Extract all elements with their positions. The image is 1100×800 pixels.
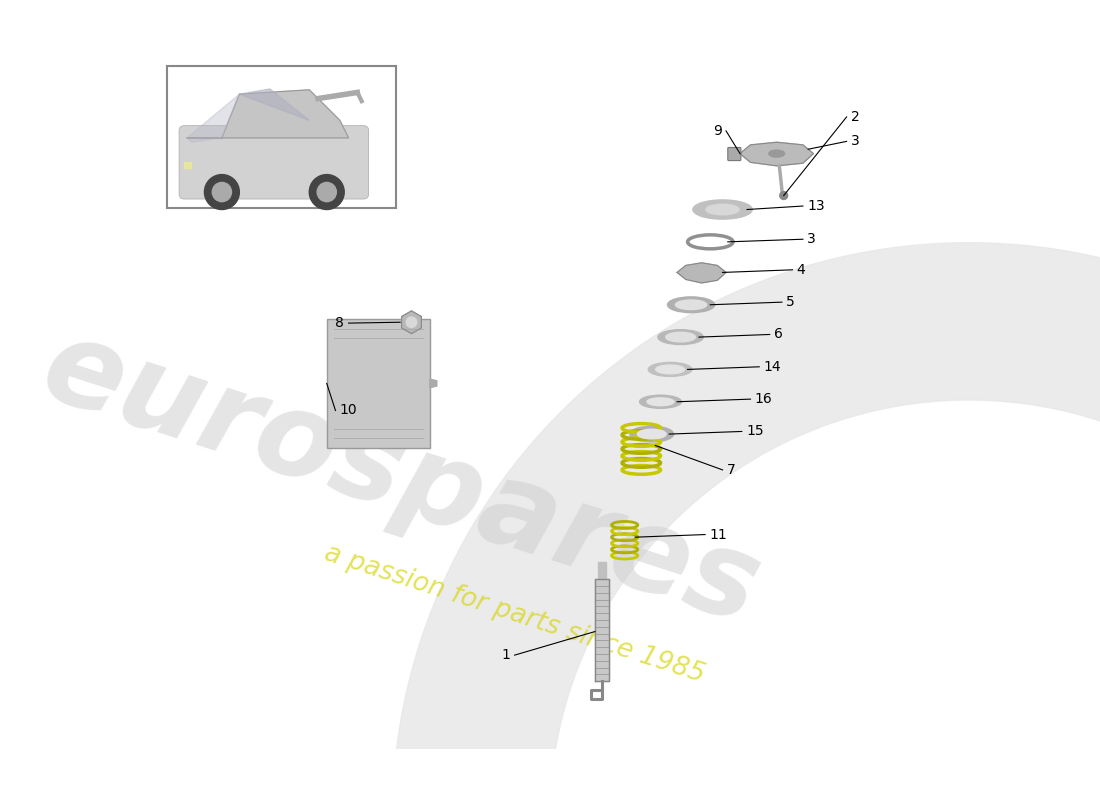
Text: 16: 16 — [755, 392, 772, 406]
Text: 4: 4 — [796, 263, 805, 277]
FancyBboxPatch shape — [728, 147, 741, 161]
Text: a passion for parts since 1985: a passion for parts since 1985 — [321, 540, 708, 688]
Ellipse shape — [648, 362, 692, 377]
Ellipse shape — [666, 332, 695, 342]
Polygon shape — [740, 142, 813, 166]
FancyBboxPatch shape — [179, 126, 368, 199]
Polygon shape — [597, 562, 606, 579]
Circle shape — [317, 182, 337, 202]
Text: 9: 9 — [713, 124, 722, 138]
Circle shape — [205, 174, 240, 210]
Circle shape — [406, 317, 417, 327]
Ellipse shape — [780, 192, 788, 199]
Polygon shape — [402, 311, 421, 334]
Text: 3: 3 — [851, 134, 860, 148]
Ellipse shape — [668, 297, 715, 313]
Text: 3: 3 — [807, 232, 816, 246]
Text: 6: 6 — [774, 327, 783, 342]
Polygon shape — [187, 90, 349, 138]
Ellipse shape — [706, 204, 739, 214]
Polygon shape — [430, 379, 437, 388]
Text: 11: 11 — [710, 527, 727, 542]
Polygon shape — [187, 94, 240, 142]
Polygon shape — [595, 579, 609, 682]
Ellipse shape — [658, 330, 703, 345]
Bar — [327, 318, 430, 448]
Ellipse shape — [656, 365, 684, 374]
Polygon shape — [240, 89, 309, 121]
Ellipse shape — [630, 426, 673, 442]
Circle shape — [309, 174, 344, 210]
Ellipse shape — [637, 430, 667, 439]
Text: 14: 14 — [763, 360, 781, 374]
Text: 15: 15 — [746, 425, 763, 438]
Ellipse shape — [647, 398, 674, 406]
Text: 2: 2 — [851, 110, 860, 124]
Text: eurospares: eurospares — [29, 309, 773, 649]
Ellipse shape — [693, 200, 752, 219]
Polygon shape — [393, 242, 1100, 800]
Ellipse shape — [639, 395, 682, 408]
Ellipse shape — [675, 300, 707, 310]
Text: 5: 5 — [786, 295, 795, 309]
Circle shape — [212, 182, 231, 202]
Polygon shape — [185, 162, 191, 169]
Text: 7: 7 — [727, 463, 736, 477]
Text: 1: 1 — [502, 648, 510, 662]
Text: 8: 8 — [336, 316, 344, 330]
Text: 10: 10 — [340, 403, 358, 418]
Ellipse shape — [769, 150, 784, 157]
Bar — [167, 66, 396, 208]
Text: 13: 13 — [807, 199, 825, 213]
Polygon shape — [678, 263, 726, 283]
